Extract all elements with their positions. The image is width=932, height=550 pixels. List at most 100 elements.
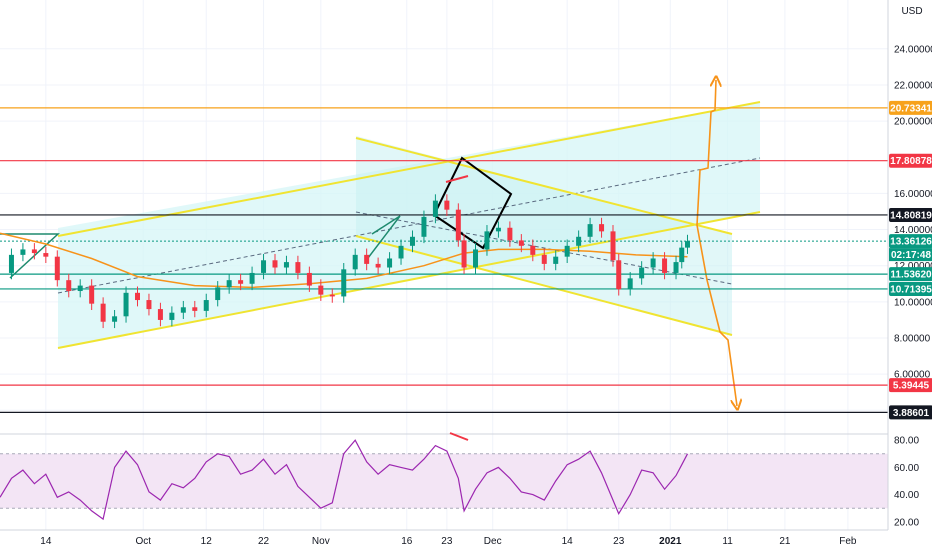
price-level-tag-label: 11.53620 [890,270,932,281]
ascending-channel-lower-line [57,211,761,349]
candle-body [432,200,438,217]
time-tick-label: Feb [839,536,857,547]
candle-body [192,307,198,311]
price-level-tag [889,234,932,249]
candle-body [473,249,479,268]
rsi-tick-label: 20.00 [894,517,919,528]
price-level-tag-label: 20.73341 [890,103,932,114]
candle-body [238,280,244,284]
candle-body [77,285,83,292]
countdown-tag [889,248,932,262]
rsi-line [0,439,689,521]
candle-body [455,209,461,241]
moving-average-line [0,232,688,289]
price-level-tag-label: 14.80819 [890,210,932,221]
candle-body [112,316,118,322]
candle-body [215,287,221,301]
candle-body [54,256,60,281]
price-level-tag [889,267,932,282]
candle-body [157,309,163,320]
candle-body [495,227,501,232]
candle-body [180,307,186,313]
candle-body [409,236,415,246]
candle-body [650,258,656,268]
candle-body [627,278,633,290]
candle-body [564,245,570,257]
price-levels [0,107,888,413]
candle-body [444,200,450,210]
candle-body [461,240,467,268]
candle-body [518,240,524,246]
price-level-tag [889,100,932,115]
candle-body [541,254,547,264]
price-tick-label: 22.00000 [894,80,932,91]
price-level-tag-label: 13.36126 [890,237,932,248]
candle-body [20,249,26,255]
candle-body [318,285,324,295]
candle-body [662,258,668,273]
candle-body [679,247,685,263]
candle-body [66,280,72,292]
currency-label: USD [901,6,922,17]
candle-body [587,224,593,237]
projection-arrows-down [696,224,737,406]
time-tick-label: 22 [258,536,270,547]
time-axis-background [0,530,932,550]
candle-body [295,262,301,273]
candle-body [283,262,289,268]
price-tick-label: 14.00000 [894,225,932,236]
candle-body [226,280,232,288]
candle-body [43,253,49,257]
price-level-tag [889,281,932,296]
candle-body [387,258,393,268]
candle-body [352,254,358,270]
candle-body [553,256,559,264]
price-tick-label: 8.00000 [894,334,931,345]
price-level-tag-label: 10.71395 [890,284,932,295]
price-level-tag [889,378,932,393]
time-tick-label: 23 [613,536,625,547]
candle-body [272,260,278,268]
time-tick-label: 21 [779,536,791,547]
rsi-band-fill [0,453,888,509]
rsi-tick-label: 60.00 [894,463,919,474]
candle-body [123,292,129,317]
candle-body [249,272,255,284]
candle-body [8,254,14,273]
price-tick-label: 6.00000 [894,370,931,381]
triangle-pattern-left [0,233,60,279]
time-tick-label: 11 [722,536,733,547]
time-tick-label: 23 [441,536,453,547]
diamond-pattern [432,156,513,250]
candle-body [639,267,645,279]
countdown-label: 02:17:48 [891,250,931,261]
candle-body [421,216,427,237]
price-tick-label: 12.00000 [894,261,932,272]
ascending-channel-mid-line [57,157,761,294]
time-tick-label: Nov [312,536,330,547]
descending-channel-lower-line [355,235,733,336]
price-level-tag [889,405,932,420]
candle-body [684,241,690,248]
triangle-pattern-nov [367,215,401,259]
price-candles [8,194,690,329]
descending-channel-upper-line [355,137,733,235]
candle-body [134,292,140,301]
candle-body [31,249,37,254]
candle-body [616,260,622,290]
moving-average [0,232,688,289]
candle-body [261,260,267,273]
candle-body [169,312,175,320]
time-tick-label: 2021 [659,536,682,547]
ascending-channel-upper-line [57,101,761,237]
candle-body [507,227,513,241]
candle-body [610,231,616,261]
candle-body [530,245,536,255]
candle-body [306,272,312,286]
candle-body [599,224,605,232]
rsi-tick-label: 80.00 [894,436,919,447]
time-tick-label: Dec [484,536,502,547]
